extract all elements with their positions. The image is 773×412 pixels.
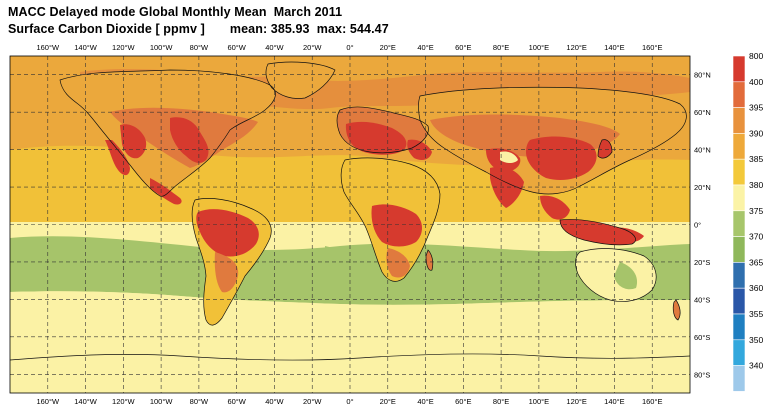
colorbar-label-10: 355	[749, 309, 763, 319]
map-subtitle: Surface Carbon Dioxide [ ppmv ] mean: 38…	[8, 22, 389, 36]
colorbar-label-7: 370	[749, 232, 763, 242]
colorbar-swatch-3	[732, 133, 746, 160]
land-india	[490, 166, 524, 208]
colorbar-swatch-12	[732, 365, 746, 392]
colorbar-swatch-7	[732, 236, 746, 263]
lon-labels-top: 160°W 140°W 120°W 100°W 80°W 60°W 40°W 20°W 0° 20…	[36, 43, 662, 52]
lon-tick-top-16: 160°E	[642, 43, 663, 52]
lon-tick-top-0: 160°W	[36, 43, 60, 52]
land-new-guinea	[612, 227, 644, 243]
lat-tick-6: 40°S	[694, 295, 710, 304]
lat-tick-4: 0°	[694, 221, 701, 230]
lon-tick-top-8: 0°	[346, 43, 353, 52]
lon-tick-top-4: 80°W	[190, 43, 209, 52]
colorbar-swatch-9	[732, 287, 746, 315]
lon-tick-top-13: 100°E	[529, 43, 550, 52]
lon-tick-bottom-3: 100°W	[150, 397, 174, 406]
land-na-red-west	[105, 140, 130, 176]
colorbar-label-9: 360	[749, 283, 763, 293]
land-japan	[598, 139, 612, 159]
land-sa-red	[196, 209, 259, 257]
colorbar-label-0: 800	[749, 51, 763, 61]
coastlines	[59, 61, 687, 326]
colorbar-swatch-8	[732, 262, 746, 289]
land-indonesia	[560, 219, 636, 245]
colorbar-label-4: 385	[749, 154, 763, 164]
lat-tick-7: 60°S	[694, 333, 710, 342]
lat-tick-2: 40°N	[694, 146, 711, 155]
land-na-red-east	[170, 117, 209, 163]
lon-tick-top-3: 100°W	[150, 43, 174, 52]
lon-tick-top-15: 140°E	[604, 43, 625, 52]
lon-tick-bottom-1: 140°W	[74, 397, 98, 406]
land-australia-green	[614, 262, 638, 290]
colorbar-swatch-11	[732, 339, 746, 366]
lat-tick-3: 20°N	[694, 183, 711, 192]
lon-tick-top-10: 40°E	[417, 43, 433, 52]
lon-tick-top-9: 20°E	[380, 43, 396, 52]
colorbar-swatch-2	[732, 107, 746, 134]
land-africa-red	[371, 204, 422, 247]
colorbar: 800 400 395 390 385 380 375 370 365 360 355 350 340	[732, 51, 763, 392]
land-central-america	[150, 178, 182, 205]
lon-tick-top-11: 60°E	[455, 43, 471, 52]
lat-tick-5: 20°S	[694, 258, 710, 267]
lon-labels-bottom: 160°W 140°W 120°W 100°W 80°W 60°W 40°W 20°W 0° 20…	[36, 397, 662, 406]
colorbar-swatch-10	[732, 313, 746, 341]
colorbar-label-1: 400	[749, 77, 763, 87]
colorbar-label-2: 395	[749, 103, 763, 113]
lon-tick-bottom-15: 140°E	[604, 397, 625, 406]
graticule	[10, 56, 690, 393]
map-frame	[9, 55, 691, 394]
colorbar-swatch-4	[732, 158, 746, 186]
land-se-asia	[540, 195, 570, 220]
zone-atlantic-green	[325, 246, 372, 300]
colorbar-label-6: 375	[749, 206, 763, 216]
lon-tick-bottom-8: 0°	[346, 397, 353, 406]
lon-tick-top-5: 60°W	[227, 43, 246, 52]
land-africa-orange	[386, 248, 410, 278]
lon-tick-top-6: 40°W	[265, 43, 284, 52]
lon-tick-bottom-11: 60°E	[455, 397, 471, 406]
lon-tick-bottom-16: 160°E	[642, 397, 663, 406]
colorbar-label-5: 380	[749, 180, 763, 190]
colorbar-swatch-6	[732, 210, 746, 237]
colorbar-swatch-5	[732, 184, 746, 212]
land-europe-red	[345, 121, 407, 155]
land-greenland	[265, 62, 335, 99]
lon-tick-bottom-10: 40°E	[417, 397, 433, 406]
lon-tick-bottom-7: 20°W	[303, 397, 322, 406]
lon-tick-top-12: 80°E	[493, 43, 509, 52]
lon-tick-bottom-9: 20°E	[380, 397, 396, 406]
lat-tick-0: 80°N	[694, 71, 711, 80]
lon-tick-bottom-13: 100°E	[529, 397, 550, 406]
lon-tick-top-14: 120°E	[566, 43, 587, 52]
lon-tick-bottom-4: 80°W	[190, 397, 209, 406]
lon-tick-top-2: 120°W	[112, 43, 136, 52]
map-title: MACC Delayed mode Global Monthly Mean Ma…	[8, 5, 343, 19]
colorbar-swatch-1	[732, 81, 746, 108]
lon-tick-bottom-5: 60°W	[227, 397, 246, 406]
lon-tick-bottom-14: 120°E	[566, 397, 587, 406]
colorbar-label-12: 340	[749, 361, 763, 371]
land-asia-light-patch	[500, 151, 518, 163]
lon-tick-bottom-0: 160°W	[36, 397, 60, 406]
lon-tick-top-1: 140°W	[74, 43, 98, 52]
lat-tick-8: 80°S	[694, 370, 710, 379]
lon-tick-bottom-6: 40°W	[265, 397, 284, 406]
colorbar-label-3: 390	[749, 128, 763, 138]
lon-tick-bottom-12: 80°E	[493, 397, 509, 406]
zone-south-pale	[10, 291, 690, 393]
colorbar-label-8: 365	[749, 257, 763, 267]
land-asia-red-east	[526, 136, 597, 180]
lon-tick-bottom-2: 120°W	[112, 397, 136, 406]
co2-map	[10, 56, 690, 393]
colorbar-swatch-0	[732, 55, 746, 83]
lon-tick-top-7: 20°W	[303, 43, 322, 52]
antarctica-coast	[10, 353, 690, 361]
colorbar-label-11: 350	[749, 335, 763, 345]
lat-labels-right: 80°N 60°N 40°N 20°N 0° 20°S 40°S 60°S 80°S	[694, 71, 711, 380]
lat-tick-1: 60°N	[694, 108, 711, 117]
